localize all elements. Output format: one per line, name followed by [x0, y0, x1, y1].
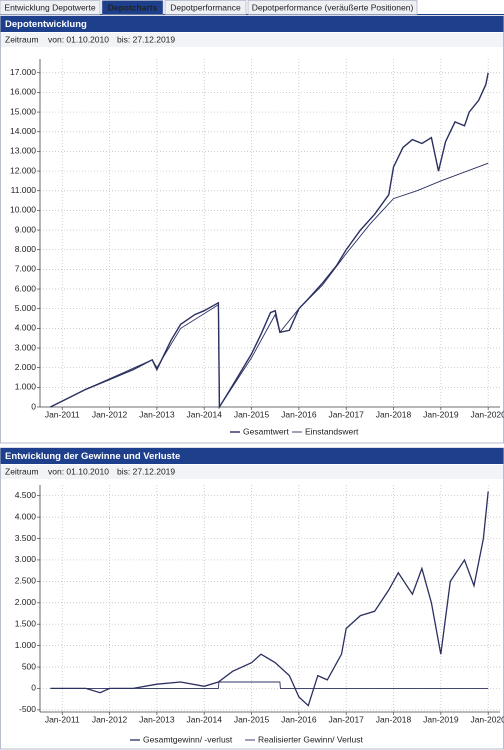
y-tick-label: 16.000 [10, 87, 36, 97]
y-tick-label: 1.000 [15, 640, 37, 650]
y-tick-label: 11.000 [11, 185, 37, 195]
y-tick-label: 0 [31, 401, 36, 411]
x-tick-label: Jan-2017 [328, 409, 364, 419]
period-text: von: 01.10.2010 [48, 34, 109, 44]
x-tick-label: Jan-2015 [234, 714, 270, 724]
x-tick-label: Jan-2013 [139, 409, 175, 419]
x-tick-label: Jan-2016 [281, 409, 317, 419]
tab-label[interactable]: Entwicklung Depotwerte [4, 2, 95, 12]
period-text: bis: 27.12.2019 [117, 466, 175, 476]
x-tick-label: Jan-2020 [470, 409, 504, 419]
y-tick-label: 13.000 [10, 146, 36, 156]
panel [0, 447, 504, 750]
x-tick-label: Jan-2017 [328, 714, 364, 724]
y-tick-label: 15.000 [10, 106, 36, 116]
y-tick-label: 7.000 [15, 264, 37, 274]
panel-header [0, 16, 504, 32]
y-tick-label: 1.500 [15, 618, 37, 628]
x-tick-label: Jan-2018 [376, 409, 412, 419]
series-line [50, 681, 489, 689]
tab-label[interactable]: Depotperformance [170, 2, 241, 12]
y-tick-label: 500 [22, 661, 36, 671]
tab-label[interactable]: Depotperformance (veräußerte Positionen) [252, 2, 414, 12]
x-tick-label: Jan-2020 [470, 714, 504, 724]
period-text: von: 01.10.2010 [48, 466, 109, 476]
tab[interactable] [164, 0, 247, 15]
tab[interactable] [101, 0, 164, 15]
panel-header [0, 448, 504, 464]
y-tick-label: 2.000 [15, 362, 37, 372]
x-tick-label: Jan-2019 [423, 409, 459, 419]
y-tick-label: 9.000 [15, 224, 37, 234]
period-bar [1, 33, 503, 47]
panel [0, 15, 504, 444]
y-tick-label: 2.000 [15, 597, 37, 607]
y-tick-label: 4.500 [15, 490, 37, 500]
legend-label: Realisierter Gewinn/ Verlust [258, 734, 364, 744]
x-tick-label: Jan-2019 [423, 714, 459, 724]
x-tick-label: Jan-2012 [92, 714, 128, 724]
series-line [50, 162, 489, 409]
x-tick-label: Jan-2014 [186, 714, 222, 724]
y-tick-label: 4.000 [15, 323, 37, 333]
y-tick-label: 1.000 [15, 382, 37, 392]
x-tick-label: Jan-2013 [139, 714, 175, 724]
y-tick-label: 8.000 [15, 244, 37, 254]
panel-title: Entwicklung der Gewinne und Verluste [5, 451, 180, 462]
tab[interactable] [0, 0, 101, 15]
y-tick-label: 10.000 [10, 205, 36, 215]
y-tick-label: 3.500 [15, 533, 37, 543]
series-line [50, 491, 489, 707]
x-tick-label: Jan-2012 [92, 409, 128, 419]
y-tick-label: 2.500 [15, 576, 37, 586]
y-tick-label: 0 [31, 683, 36, 693]
x-tick-label: Jan-2015 [234, 409, 270, 419]
legend-label: Gesamtwert [243, 426, 289, 436]
y-tick-label: 3.000 [15, 554, 37, 564]
x-tick-label: Jan-2014 [186, 409, 222, 419]
legend-label: Einstandswert [305, 426, 359, 436]
x-tick-label: Jan-2011 [45, 409, 80, 419]
panel-title: Depotentwicklung [5, 19, 87, 30]
y-tick-label: 5.000 [15, 303, 37, 313]
tab-label[interactable]: Depotcharts [108, 2, 158, 12]
tab[interactable] [247, 0, 418, 15]
y-tick-label: 12.000 [10, 165, 36, 175]
x-tick-label: Jan-2016 [281, 714, 317, 724]
y-tick-label: -500 [19, 704, 36, 714]
y-tick-label: 4.000 [15, 511, 37, 521]
y-tick-label: 6.000 [15, 283, 37, 293]
legend-label: Gesamtgewinn/ -verlust [143, 734, 233, 744]
period-text: bis: 27.12.2019 [117, 34, 175, 44]
period-bar [1, 465, 503, 479]
x-tick-label: Jan-2011 [45, 714, 80, 724]
y-tick-label: 3.000 [15, 342, 37, 352]
x-tick-label: Jan-2018 [376, 714, 412, 724]
y-tick-label: 17.000 [10, 67, 36, 77]
y-tick-label: 14.000 [10, 126, 36, 136]
period-text: Zeitraum [5, 466, 39, 476]
period-text: Zeitraum [5, 34, 39, 44]
